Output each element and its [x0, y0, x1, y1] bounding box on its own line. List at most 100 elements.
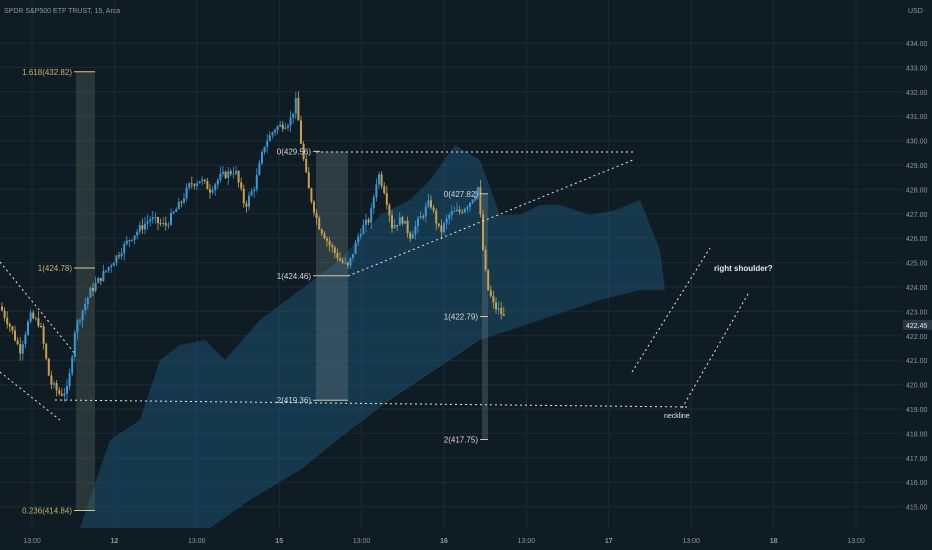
candle-body — [214, 184, 217, 191]
candle-body — [430, 200, 432, 208]
candle-body — [193, 184, 196, 186]
price-tick-label: 420.00 — [906, 383, 928, 390]
candle-body — [167, 224, 170, 226]
price-tick-label: 417.00 — [906, 456, 928, 463]
candle-body — [37, 318, 40, 327]
candle-body — [461, 211, 464, 213]
candle-body — [224, 171, 227, 179]
candle-body — [424, 206, 427, 217]
fib-level-label: 1.618(432.82) — [22, 68, 72, 77]
last-price-marker — [903, 319, 932, 330]
candle-body — [469, 202, 471, 207]
candle-body — [24, 334, 27, 345]
candle-body — [279, 124, 282, 127]
candle-body — [310, 188, 313, 202]
currency-label: USD — [908, 8, 923, 15]
right-shoulder-line-2[interactable] — [681, 293, 749, 409]
trendline-drawings[interactable] — [0, 151, 749, 421]
candle-body — [219, 173, 222, 180]
candle-body — [53, 383, 55, 385]
candle-body — [138, 225, 141, 232]
last-price-label: 422.45 — [906, 323, 928, 330]
candle-body — [341, 260, 344, 263]
neckline-annotation[interactable]: neckline — [664, 413, 690, 420]
candle-body — [141, 225, 144, 230]
candle-body — [474, 195, 477, 200]
candle-body — [370, 208, 373, 223]
price-tick-label: 421.00 — [906, 358, 928, 365]
right-shoulder-annotation[interactable]: right shoulder? — [714, 264, 773, 273]
candle-body — [81, 310, 84, 321]
rising-wedge-line[interactable] — [347, 159, 634, 277]
candle-body — [6, 317, 9, 325]
time-tick-label: 16 — [440, 538, 448, 545]
candle-body — [318, 218, 321, 230]
time-tick-label: 13:00 — [353, 538, 371, 545]
price-tick-label: 431.00 — [906, 114, 928, 121]
candle-body — [206, 180, 209, 190]
time-axis[interactable]: 13:00 12 13:00 15 13:00 16 13:00 17 13:00 18 13:00… — [0, 528, 932, 550]
candle-body — [133, 235, 136, 240]
trendline-left-channel-top[interactable] — [0, 261, 77, 356]
time-tick-label: 15 — [275, 538, 283, 545]
candle-body — [495, 302, 497, 310]
candle-body — [258, 163, 261, 175]
candle-body — [489, 290, 492, 297]
candle-body — [154, 217, 157, 219]
candle-body — [380, 174, 383, 186]
candle-body — [344, 262, 347, 264]
candle-body — [354, 242, 357, 255]
candle-body — [393, 224, 396, 229]
candle-body — [245, 203, 248, 207]
time-tick-label: 12 — [111, 538, 119, 545]
candle-body — [34, 318, 37, 320]
candle-body — [302, 143, 305, 160]
price-tick-label: 423.00 — [906, 309, 928, 316]
candle-body — [188, 183, 191, 188]
price-tick-label: 418.00 — [906, 431, 928, 438]
candle-body — [357, 236, 360, 243]
candle-body — [406, 220, 409, 233]
candle-body — [40, 326, 42, 328]
candle-body — [216, 179, 219, 185]
candle-body — [276, 126, 279, 131]
fib-level-label: 0(427.82) — [444, 190, 479, 199]
candle-body — [320, 229, 323, 234]
candle-body — [274, 130, 276, 133]
candle-body — [294, 97, 297, 114]
candle-body — [177, 201, 180, 210]
candle-body — [47, 358, 50, 376]
candle-body — [266, 141, 269, 147]
neckline[interactable] — [54, 399, 691, 408]
candle-body — [448, 214, 451, 219]
price-axis[interactable]: 434.00 433.00 432.00 431.00 430.00 429.00 428.… — [902, 0, 932, 550]
candle-body — [196, 183, 198, 186]
price-tick-label: 419.00 — [906, 407, 928, 414]
candle-body — [105, 270, 107, 272]
candle-body — [229, 171, 232, 174]
candle-body — [396, 224, 399, 226]
candle-body — [73, 332, 76, 357]
candle-body — [401, 217, 404, 224]
candle-body — [300, 120, 302, 144]
candle-body — [388, 204, 391, 216]
time-axis-background — [0, 528, 932, 550]
candle-body — [292, 113, 295, 118]
candle-body — [45, 343, 48, 359]
time-tick-label: 13:00 — [518, 538, 536, 545]
candle-body — [484, 249, 487, 270]
candle-body — [287, 125, 289, 128]
candle-body — [146, 221, 149, 224]
candle-body — [159, 223, 162, 225]
candle-body — [487, 269, 490, 291]
candle-body — [89, 287, 92, 298]
candle-body — [71, 356, 74, 374]
time-tick-label: 13:00 — [682, 538, 700, 545]
candle-body — [443, 223, 445, 233]
candle-body — [201, 179, 204, 182]
time-tick-label: 18 — [770, 538, 778, 545]
candle-body — [326, 238, 328, 241]
candle-body — [500, 308, 503, 315]
